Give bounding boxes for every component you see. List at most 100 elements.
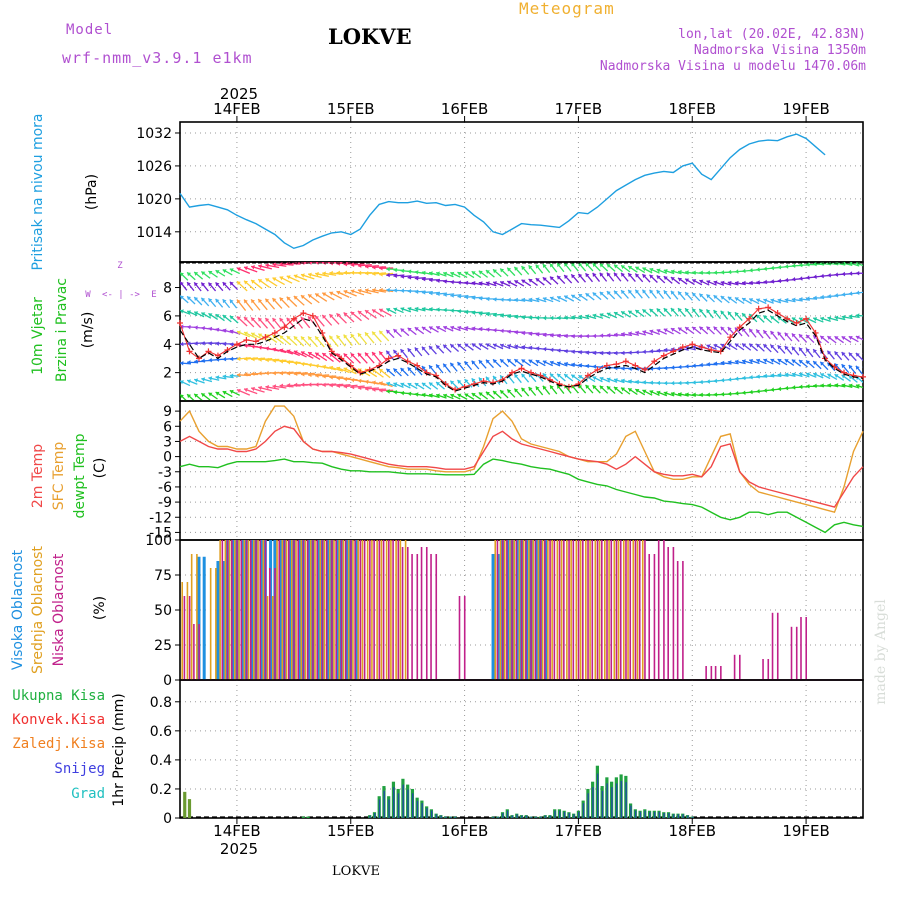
wind-arrowhead: [300, 316, 305, 321]
wind-arrowhead: [727, 343, 732, 348]
wind-arrowhead: [642, 330, 647, 335]
wind-arrowhead: [386, 381, 391, 387]
wind-arrowhead: [507, 297, 511, 303]
gust-mark: [603, 362, 610, 369]
wind-arrowhead: [756, 280, 760, 285]
wind-arrowhead: [806, 334, 811, 339]
y-tick-label: 0.4: [150, 753, 172, 769]
wind-arrowhead: [364, 271, 369, 276]
wind-arrowhead: [848, 291, 853, 296]
gust-mark: [736, 324, 743, 331]
wind-arrowhead: [713, 361, 718, 366]
wind-arrowhead: [606, 386, 611, 391]
wind-arrowhead: [663, 290, 668, 295]
wind-arrowhead: [663, 365, 668, 371]
wind-arrowhead: [279, 383, 284, 389]
wind-arrowhead: [272, 384, 277, 389]
wind-arrowhead: [194, 325, 198, 330]
gust-mark: [717, 348, 724, 355]
wind-arrowhead: [585, 314, 590, 319]
wind-arrowhead: [300, 361, 305, 367]
wind-arrowhead: [514, 266, 519, 271]
wind-arrowhead: [848, 375, 853, 380]
cloud-label-low: Niska Oblacnost: [51, 553, 67, 666]
wind-arrowhead: [450, 344, 455, 349]
wind-arrowhead: [222, 269, 227, 274]
wind-arrowhead: [663, 269, 668, 274]
wind-arrowhead: [457, 393, 462, 398]
wind-arrowhead: [251, 344, 255, 349]
cloud-label-high: Visoka Oblacnost: [10, 549, 26, 670]
wind-arrowhead: [734, 312, 739, 317]
wind-arrowhead: [215, 314, 220, 319]
wind-arrowhead: [293, 371, 298, 376]
wind-arrowhead: [500, 297, 504, 302]
wind-arrowhead: [471, 378, 476, 383]
wind-arrowhead: [407, 382, 412, 387]
wind-arrowhead: [300, 371, 305, 377]
wind-arrowhead: [244, 356, 248, 362]
wind-arrow: [862, 272, 863, 274]
snow-bar: [677, 814, 680, 818]
wind-arrowhead: [201, 325, 205, 331]
wind-arrowhead: [749, 375, 753, 380]
snow-bar: [687, 815, 689, 818]
wind-arrowhead: [329, 375, 333, 380]
snow-bar: [563, 811, 566, 818]
wind-arrowhead: [443, 325, 448, 330]
wind-arrowhead: [350, 270, 355, 276]
gust-mark: [271, 329, 278, 336]
wind-arrowhead: [343, 334, 348, 339]
wind-arrowhead: [336, 353, 341, 358]
wind-arrowhead: [315, 315, 320, 320]
wind-arrowhead: [471, 271, 476, 276]
svg-text:W: W: [85, 290, 91, 300]
snow-bar: [559, 810, 561, 818]
gust-mark: [784, 315, 791, 322]
y-tick-label: 0: [163, 673, 172, 689]
station-title: LOKVE: [328, 24, 412, 49]
wind-arrowhead: [500, 390, 505, 395]
wind-arrowhead: [592, 333, 596, 339]
wind-arrowhead: [763, 315, 768, 320]
wind-arrowhead: [699, 279, 704, 284]
wind-arrowhead: [443, 279, 447, 284]
wind-arrowhead: [457, 379, 462, 384]
snow-bar: [615, 783, 618, 818]
wind-arrowhead: [443, 393, 448, 398]
wind-arrowhead: [343, 384, 348, 389]
wind-arrowhead: [742, 390, 746, 395]
wind-arrowhead: [613, 272, 618, 277]
wind-arrowhead: [400, 274, 405, 279]
wind-arrowhead: [279, 359, 283, 364]
wind-arrowhead: [343, 289, 348, 295]
wind-arrowhead: [855, 290, 860, 296]
precip-legend-grad: Grad: [71, 786, 105, 802]
wind-arrowhead: [229, 315, 234, 320]
gust-mark: [774, 310, 781, 317]
wind-arrowhead: [549, 296, 554, 301]
wind-arrowhead: [656, 275, 661, 280]
bottom-day-label: 19FEB: [782, 822, 829, 840]
wind-arrowhead: [386, 368, 391, 373]
snow-bar: [672, 814, 675, 818]
wind-arrowhead: [400, 382, 405, 387]
wind-arrowhead: [613, 264, 618, 269]
wind-arrowhead: [663, 391, 668, 396]
snow-bar: [644, 810, 646, 818]
wind-arrowhead: [613, 290, 618, 295]
wind-arrowhead: [194, 311, 199, 316]
wind-arrowhead: [265, 317, 270, 322]
wind-arrowhead: [770, 387, 775, 392]
wind-arrowhead: [471, 360, 476, 365]
wind-arrowhead: [293, 382, 298, 388]
snow-bar: [596, 773, 599, 818]
wind-arrowhead: [770, 316, 775, 321]
wind-arrowhead: [542, 277, 547, 282]
wind-arrowhead: [393, 390, 397, 395]
wind-arrowhead: [834, 351, 839, 356]
wind-arrowhead: [229, 356, 234, 362]
wind-arrowhead: [578, 262, 583, 267]
wind-arrowhead: [670, 269, 675, 274]
